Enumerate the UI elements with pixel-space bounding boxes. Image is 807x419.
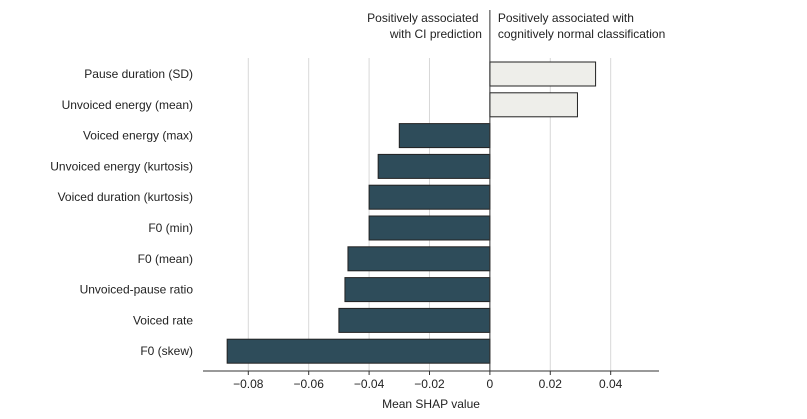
- category-label: Unvoiced energy (kurtosis): [50, 159, 193, 173]
- x-tick-label: 0: [487, 377, 494, 391]
- x-tick-label: −0.02: [414, 377, 445, 391]
- x-tick-label: 0.02: [539, 377, 563, 391]
- bar: [347, 246, 491, 272]
- bars: [226, 61, 597, 364]
- bar: [344, 277, 491, 303]
- bar: [489, 92, 578, 118]
- x-axis-label: Mean SHAP value: [382, 397, 480, 411]
- category-label: F0 (skew): [140, 344, 193, 358]
- x-tick-label: 0.04: [599, 377, 623, 391]
- category-label: Voiced rate: [133, 313, 193, 327]
- x-ticks: −0.08 −0.06 −0.04 −0.02 0 0.02 0.04: [233, 371, 623, 391]
- annotation-cn-line-2: cognitively normal classification: [498, 27, 665, 41]
- category-label: Voiced duration (kurtosis): [58, 190, 193, 204]
- bar: [489, 61, 597, 87]
- annotation-cn: Positively associated with cognitively n…: [498, 11, 665, 41]
- bar: [226, 338, 491, 364]
- category-label: Unvoiced energy (mean): [62, 98, 193, 112]
- annotation-cn-line-1: Positively associated with: [498, 11, 634, 25]
- category-label: Voiced energy (max): [83, 129, 193, 143]
- category-label: Pause duration (SD): [84, 67, 193, 81]
- category-label: Unvoiced-pause ratio: [80, 283, 194, 297]
- bar: [338, 307, 491, 333]
- bar: [368, 184, 491, 210]
- bar: [368, 215, 491, 241]
- bar: [377, 153, 491, 179]
- bar: [398, 123, 491, 149]
- category-label: F0 (mean): [138, 252, 193, 266]
- category-labels: Pause duration (SD) Unvoiced energy (mean…: [50, 67, 193, 358]
- annotation-ci-line-2: with CI prediction: [389, 27, 482, 41]
- annotation-ci: Positively associated with CI prediction: [367, 11, 482, 41]
- x-tick-label: −0.06: [294, 377, 325, 391]
- annotation-ci-line-1: Positively associated: [367, 11, 478, 25]
- category-label: F0 (min): [148, 221, 193, 235]
- x-tick-label: −0.04: [354, 377, 385, 391]
- x-tick-label: −0.08: [233, 377, 264, 391]
